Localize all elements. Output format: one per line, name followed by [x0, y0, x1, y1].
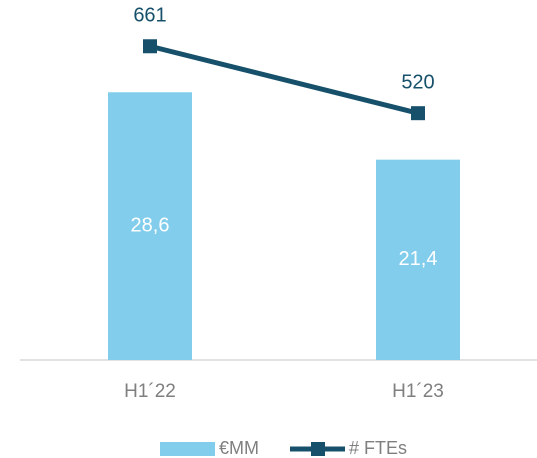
bar — [108, 92, 192, 361]
bar — [376, 159, 460, 360]
bar-value-label: 28,6 — [131, 214, 170, 236]
legend-swatch — [160, 442, 215, 456]
bar-value-label: 21,4 — [399, 248, 438, 270]
x-tick-label: H1´22 — [124, 381, 176, 402]
line-marker — [411, 106, 425, 121]
line-marker — [143, 39, 157, 54]
legend-label: €MM — [219, 438, 259, 458]
x-tick-label: H1´23 — [392, 381, 444, 402]
line-value-label: 520 — [401, 71, 434, 93]
line — [149, 43, 419, 116]
legend-label: # FTEs — [349, 438, 407, 458]
legend-marker — [311, 442, 325, 456]
line-value-label: 661 — [133, 5, 166, 27]
